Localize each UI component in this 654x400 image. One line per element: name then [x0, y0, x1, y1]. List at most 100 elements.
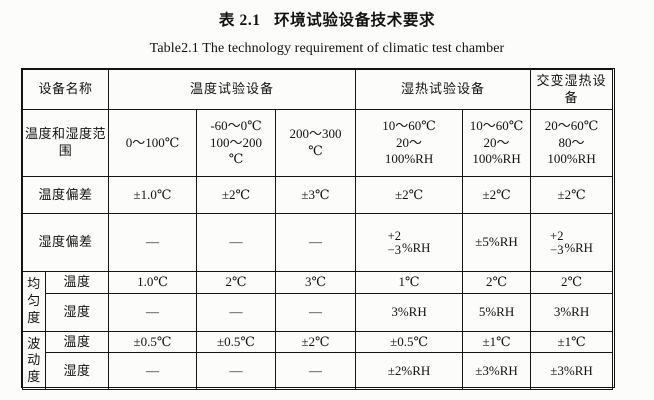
cell-range-6: 20～60℃ 80～ 100%RH — [530, 109, 614, 177]
group-label-uniformity: 均 匀 度 — [22, 271, 46, 332]
cell-fluc-temp-3: ±2℃ — [275, 330, 357, 354]
cell-line: 100%RH — [384, 151, 434, 167]
cell-line: 20～ — [483, 134, 510, 150]
tolerance-stack: +2 −3 — [387, 229, 401, 257]
cell-line: 20～ — [396, 134, 423, 150]
cell-fluc-hum-3: — — [275, 352, 357, 391]
cell-unif-hum-4: 3%RH — [355, 292, 464, 332]
cell-line: ℃ — [228, 151, 244, 167]
header-group-humidity-heat: 湿热试验设备 — [355, 69, 532, 110]
vlabel-char: 波 — [27, 335, 41, 351]
cell-line: 20～60℃ — [544, 118, 599, 134]
cell-fluc-hum-5: ±3%RH — [462, 352, 532, 391]
cell-unif-hum-5: 5%RH — [462, 292, 532, 332]
table-row: 均 匀 度 温度 1.0℃ 2℃ 3℃ 1℃ 2℃ 2℃ — [22, 271, 614, 332]
cell-fluc-temp-1: ±0.5℃ — [108, 330, 198, 354]
row-label-range: 温度和湿度范围 — [21, 109, 110, 177]
dash-placeholder: — — [146, 362, 160, 378]
header-group-cyclic-humidity-heat: 交变湿热设备 — [530, 69, 614, 110]
cell-unif-temp-2: 2℃ — [196, 271, 277, 294]
tolerance-lower: −3 — [387, 242, 401, 257]
cell-temp-dev-6: ±2℃ — [530, 176, 614, 214]
cell-unif-temp-6: 2℃ — [530, 271, 614, 294]
table-row: 温度和湿度范围 0～100℃ -60～0℃ 100～200 ℃ 200～300 … — [21, 109, 614, 177]
cell-line: 100～200 — [210, 134, 263, 150]
row-label-humidity-deviation: 湿度偏差 — [21, 213, 110, 272]
tolerance-fraction: +2 −3 %RH — [550, 229, 593, 257]
header-equipment-name: 设备名称 — [21, 69, 110, 110]
dash-placeholder: — — [229, 303, 243, 319]
tolerance-stack: +2 −3 — [550, 229, 564, 257]
table-row: 温度偏差 ±1.0℃ ±2℃ ±3℃ ±2℃ ±2℃ ±2℃ — [21, 176, 614, 214]
cell-fluc-temp-2: ±0.5℃ — [196, 330, 277, 354]
cell-unif-hum-3: — — [275, 292, 357, 332]
cell-fluc-temp-6: ±1℃ — [530, 330, 614, 354]
cell-line: ℃ — [308, 143, 323, 158]
table-header-row: 设备名称 温度试验设备 湿热试验设备 交变湿热设备 — [21, 69, 614, 110]
cell-range-1: 0～100℃ — [108, 109, 198, 177]
dash-placeholder: — — [229, 362, 243, 378]
vlabel-char: 均 — [27, 276, 41, 292]
cell-unif-temp-5: 2℃ — [462, 271, 532, 294]
table-title-chinese: 表 2.1 环境试验设备技术要求 — [218, 12, 436, 29]
cell-fluc-hum-1: — — [108, 352, 198, 391]
header-group-temperature: 温度试验设备 — [108, 69, 357, 110]
subrow-label-fluctuation-humidity: 湿度 — [44, 352, 110, 391]
cell-fluc-hum-6: ±3%RH — [530, 352, 614, 391]
dash-placeholder: — — [309, 234, 323, 250]
cell-unif-hum-2: — — [196, 292, 277, 332]
cell-line: 200～300 — [289, 126, 342, 142]
dash-placeholder: — — [146, 234, 160, 250]
table-row: 湿度 — — — ±2%RH ±3%RH ±3%RH — [23, 352, 614, 391]
cell-range-5: 10～60℃ 20～ 100%RH — [462, 109, 532, 177]
cell-unif-hum-6: 3%RH — [530, 292, 614, 332]
table-row: 波 动 度 温度 ±0.5℃ ±0.5℃ ±2℃ ±0.5℃ ±1℃ ±1℃ — [22, 330, 614, 391]
cell-fluc-temp-4: ±0.5℃ — [355, 330, 464, 354]
subrow-label-uniformity-humidity: 湿度 — [44, 292, 110, 332]
cell-unif-temp-1: 1.0℃ — [108, 271, 198, 294]
dash-placeholder: — — [146, 303, 160, 319]
vlabel-char: 动 — [27, 352, 41, 368]
table-row: 湿度偏差 — — — +2 −3 %RH — [21, 213, 614, 272]
cell-temp-dev-1: ±1.0℃ — [108, 176, 198, 214]
subrow-label-fluctuation-temperature: 温度 — [44, 330, 110, 354]
cell-temp-dev-5: ±2℃ — [462, 176, 532, 214]
cell-fluc-hum-4: ±2%RH — [355, 352, 464, 391]
dash-placeholder: — — [309, 303, 323, 319]
technical-requirements-table: 设备名称 温度试验设备 湿热试验设备 交变湿热设备 温度和湿度范围 0～100℃… — [21, 69, 614, 391]
vlabel-char: 度 — [27, 368, 41, 384]
cell-temp-dev-4: ±2℃ — [355, 176, 464, 214]
cell-temp-dev-3: ±3℃ — [275, 176, 357, 214]
tolerance-fraction: +2 −3 %RH — [387, 229, 431, 257]
cell-hum-dev-3: — — [275, 213, 357, 272]
dash-placeholder: — — [309, 362, 323, 378]
dash-placeholder: — — [229, 234, 243, 250]
table-title-english: Table2.1 The technology requirement of c… — [149, 41, 505, 56]
vlabel-char: 匀 — [27, 293, 41, 308]
group-label-fluctuation: 波 动 度 — [22, 330, 46, 391]
cell-line: 100%RH — [547, 151, 596, 167]
cell-line: 80～ — [558, 134, 585, 150]
table-row: 湿度 — — — 3%RH 5%RH 3%RH — [23, 292, 614, 332]
tolerance-unit: %RH — [401, 240, 431, 255]
cell-temp-dev-2: ±2℃ — [196, 176, 277, 214]
cell-line: -60～0℃ — [210, 118, 262, 134]
cell-unif-hum-1: — — [108, 292, 198, 332]
cell-line: 10～60℃ — [469, 118, 524, 134]
cell-line: 0～100℃ — [125, 134, 180, 150]
cell-unif-temp-3: 3℃ — [275, 271, 357, 294]
tolerance-upper: +2 — [550, 229, 564, 243]
tolerance-upper: +2 — [387, 229, 401, 243]
cell-line: 100%RH — [472, 151, 521, 167]
cell-line: 10～60℃ — [382, 118, 436, 134]
row-label-temp-deviation: 温度偏差 — [21, 176, 110, 214]
cell-hum-dev-6: +2 −3 %RH — [530, 213, 614, 272]
cell-hum-dev-5: ±5%RH — [462, 213, 532, 272]
cell-hum-dev-1: — — [108, 213, 198, 272]
tolerance-lower: −3 — [550, 242, 564, 257]
cell-range-3: 200～300 ℃ — [275, 109, 357, 177]
cell-range-4: 10～60℃ 20～ 100%RH — [355, 109, 464, 177]
cell-range-2: -60～0℃ 100～200 ℃ — [196, 109, 277, 177]
cell-hum-dev-2: — — [196, 213, 277, 272]
